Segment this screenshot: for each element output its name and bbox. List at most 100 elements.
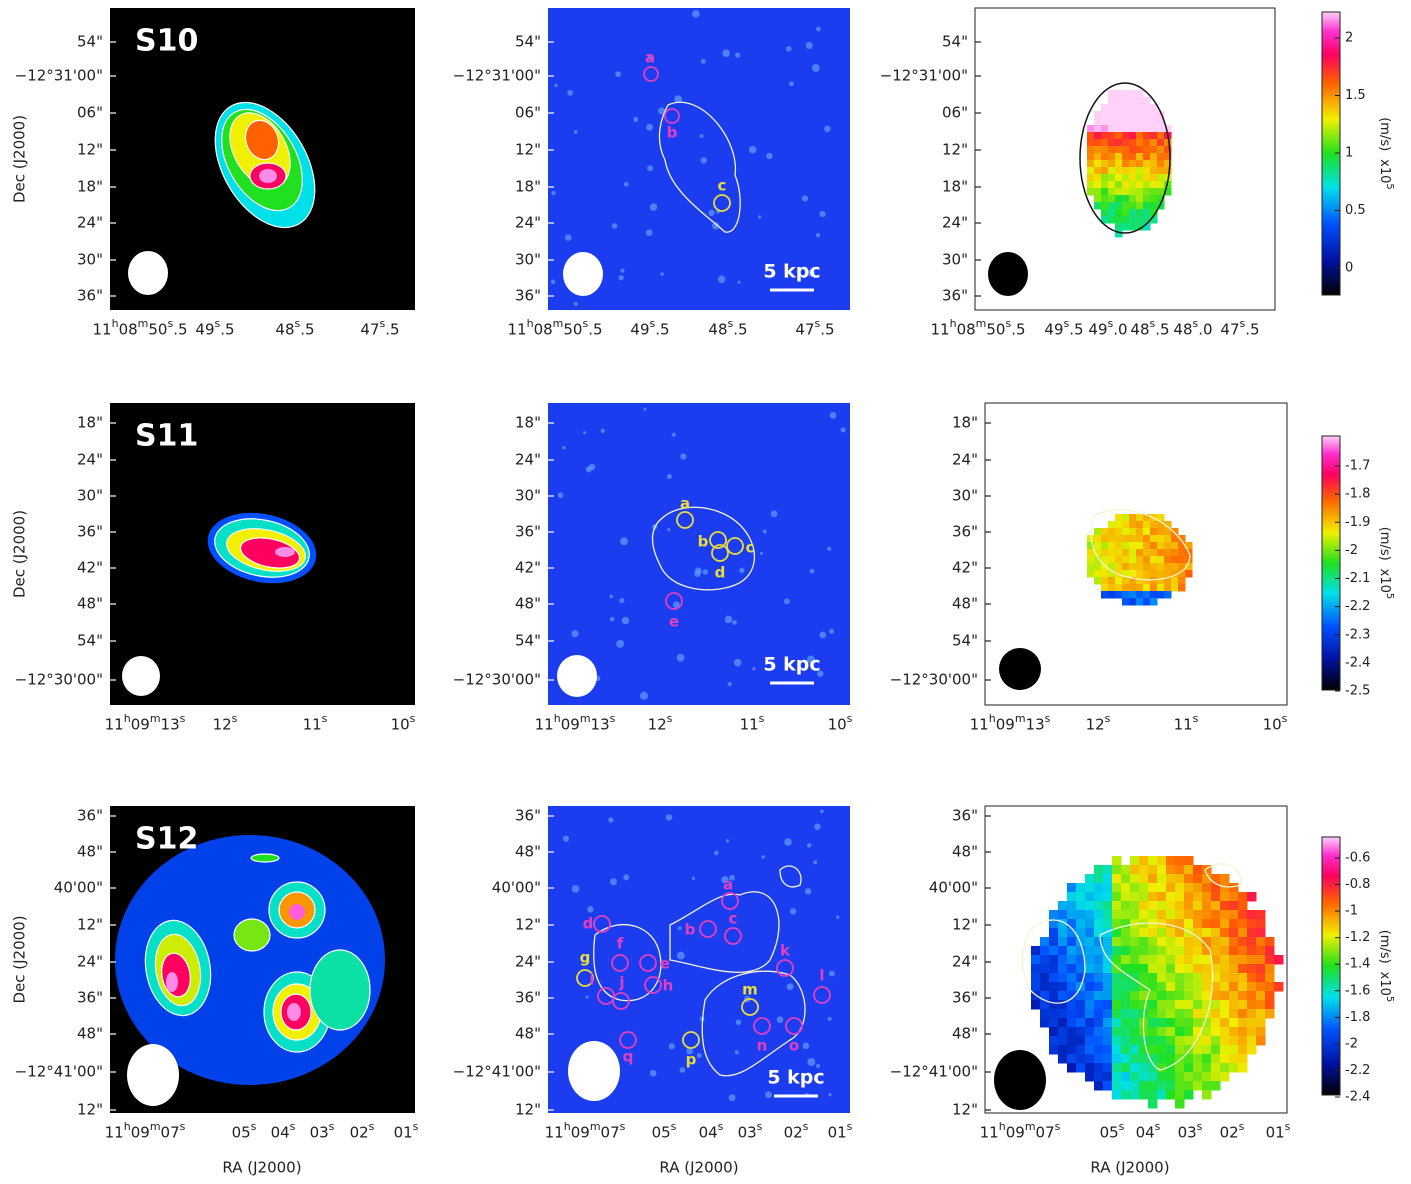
- velocity-pixel: [1175, 1036, 1185, 1046]
- velocity-pixel: [1178, 542, 1186, 550]
- velocity-pixel: [1265, 937, 1275, 947]
- ra-tick-label: 49s.5: [1044, 317, 1083, 339]
- field-star: [678, 926, 682, 930]
- velocity-pixel: [1087, 146, 1095, 154]
- velocity-pixel: [1085, 1072, 1095, 1082]
- velocity-pixel: [1211, 883, 1221, 893]
- velocity-pixel: [1115, 111, 1123, 119]
- velocity-pixel: [1112, 892, 1122, 902]
- field-star: [803, 1042, 810, 1049]
- velocity-pixel: [1148, 937, 1158, 947]
- velocity-pixel: [1085, 892, 1095, 902]
- field-star: [667, 474, 672, 479]
- velocity-pixel: [1143, 598, 1151, 606]
- velocity-pixel: [1108, 132, 1116, 140]
- dec-tick-label: 36": [515, 287, 541, 305]
- velocity-pixel: [1031, 973, 1041, 983]
- velocity-pixel: [1229, 1063, 1239, 1073]
- velocity-pixel: [1136, 528, 1144, 536]
- field-star: [609, 595, 613, 599]
- velocity-pixel: [1129, 542, 1137, 550]
- dec-tick-label: 30": [515, 487, 541, 505]
- velocity-pixel: [1166, 1045, 1176, 1055]
- velocity-pixel: [1049, 955, 1059, 965]
- colorbar-tick-label: -1.8: [1345, 1010, 1370, 1025]
- dec-tick-label: 54": [952, 632, 978, 650]
- velocity-pixel: [1166, 1054, 1176, 1064]
- velocity-pixel: [1101, 528, 1109, 536]
- ra-tick-label: 03s: [738, 1120, 763, 1142]
- velocity-pixel: [1175, 973, 1185, 983]
- dec-tick-label: 24": [952, 451, 978, 469]
- velocity-pixel: [1139, 973, 1149, 983]
- velocity-pixel: [1094, 1018, 1104, 1028]
- velocity-pixel: [1031, 946, 1041, 956]
- velocity-pixel: [1067, 946, 1077, 956]
- velocity-pixel: [1076, 1009, 1086, 1019]
- velocity-pixel: [1238, 919, 1248, 929]
- field-star: [563, 836, 569, 842]
- velocity-pixel: [1129, 104, 1137, 112]
- velocity-pixel: [1122, 111, 1130, 119]
- velocity-pixel: [1122, 188, 1130, 196]
- ra-tick-label: 02s: [350, 1120, 375, 1142]
- velocity-pixel: [1122, 195, 1130, 203]
- velocity-pixel: [1122, 167, 1130, 175]
- dec-tick-label: 18": [515, 178, 541, 196]
- velocity-pixel: [1115, 563, 1123, 571]
- velocity-pixel: [1121, 1036, 1131, 1046]
- velocity-pixel: [1150, 598, 1158, 606]
- velocity-pixel: [1129, 111, 1137, 119]
- ra-tick-label: 11s: [1174, 712, 1199, 734]
- velocity-pixel: [1094, 955, 1104, 965]
- velocity-pixel: [1157, 591, 1165, 599]
- velocity-pixel: [1166, 928, 1176, 938]
- velocity-pixel: [1094, 535, 1102, 543]
- field-star: [692, 10, 700, 18]
- velocity-pixel: [1157, 139, 1165, 147]
- field-star: [601, 429, 605, 433]
- velocity-pixel: [1121, 874, 1131, 884]
- ra-tick-label: 11h09m13s: [535, 712, 616, 734]
- dec-tick-label: −12°41'00": [453, 1063, 541, 1081]
- velocity-pixel: [1067, 883, 1077, 893]
- velocity-pixel: [1143, 188, 1151, 196]
- velocity-pixel: [1143, 570, 1151, 578]
- field-star: [714, 851, 719, 856]
- velocity-pixel: [1108, 181, 1116, 189]
- velocity-pixel: [1094, 111, 1102, 119]
- source-label: c: [718, 177, 727, 195]
- velocity-pixel: [1129, 584, 1137, 592]
- velocity-pixel: [1166, 964, 1176, 974]
- velocity-pixel: [1101, 160, 1109, 168]
- velocity-pixel: [1202, 1027, 1212, 1037]
- velocity-pixel: [1108, 167, 1116, 175]
- velocity-pixel: [1143, 549, 1151, 557]
- velocity-pixel: [1150, 174, 1158, 182]
- field-star: [771, 510, 778, 517]
- velocity-pixel: [1150, 118, 1158, 126]
- velocity-pixel: [1122, 591, 1130, 599]
- velocity-pixel: [1136, 174, 1144, 182]
- velocity-pixel: [1171, 556, 1179, 564]
- velocity-pixel: [1103, 1063, 1113, 1073]
- colorbar-tick-label: -2.4: [1345, 655, 1370, 670]
- velocity-pixel: [1085, 964, 1095, 974]
- velocity-pixel: [1130, 955, 1140, 965]
- velocity-pixel: [1094, 528, 1102, 536]
- dec-tick-label: 24": [515, 451, 541, 469]
- velocity-pixel: [1103, 964, 1113, 974]
- source-label: d: [583, 915, 594, 933]
- velocity-pixel: [1094, 1072, 1104, 1082]
- velocity-pixel: [1164, 542, 1172, 550]
- dec-tick-label: 36": [515, 807, 541, 825]
- velocity-pixel: [1121, 928, 1131, 938]
- velocity-pixel: [1193, 1018, 1203, 1028]
- velocity-pixel: [1076, 901, 1086, 911]
- velocity-pixel: [1184, 955, 1194, 965]
- velocity-pixel: [1136, 598, 1144, 606]
- velocity-pixel: [1166, 1009, 1176, 1019]
- velocity-pixel: [1238, 991, 1248, 1001]
- velocity-pixel: [1238, 1036, 1248, 1046]
- dec-tick-label: 40'00": [54, 879, 103, 897]
